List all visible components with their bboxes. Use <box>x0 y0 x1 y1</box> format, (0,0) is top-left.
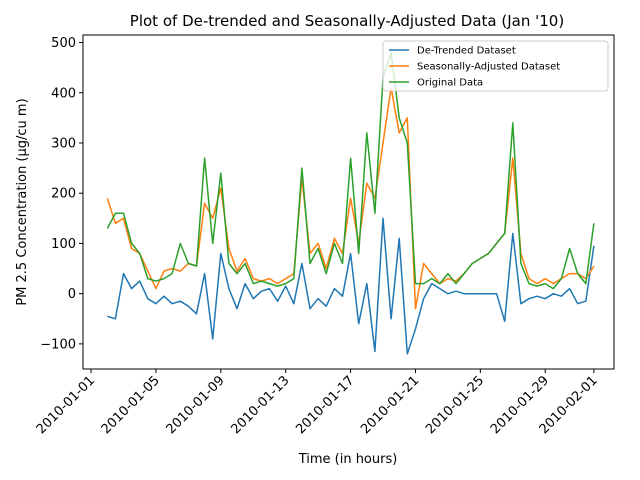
x-tick-label: 2010-01-09 <box>164 373 228 437</box>
chart-title: Plot of De-trended and Seasonally-Adjust… <box>130 12 564 30</box>
x-tick-label: 2010-01-17 <box>293 373 357 437</box>
plot-frame <box>82 34 615 370</box>
y-tick-label: 0 <box>68 287 76 302</box>
x-tick-label: 2010-01-01 <box>34 373 98 437</box>
legend: De-Trended Dataset Seasonally-Adjusted Da… <box>382 40 609 92</box>
series-line-1 <box>107 217 595 355</box>
x-tick-label: 2010-01-13 <box>228 373 292 437</box>
x-tick-label: 2010-01-21 <box>358 373 422 437</box>
y-axis-title: PM 2.5 Concentration (µg/cu m) <box>15 98 30 305</box>
x-tick-label: 2010-01-25 <box>423 373 487 437</box>
legend-box <box>382 40 609 92</box>
y-tick-label: 300 <box>51 136 76 151</box>
legend-label: Seasonally-Adjusted Dataset <box>417 62 560 73</box>
series-line-3 <box>106 51 595 290</box>
y-tick-label: 100 <box>51 237 76 252</box>
series-layer <box>106 51 595 355</box>
x-tick-label: 2010-01-05 <box>99 373 163 437</box>
series-line-2 <box>106 86 595 310</box>
y-tick-label: −100 <box>40 337 76 352</box>
x-axis: 2010-01-01 2010-01-05 2010-01-09 2010-01-13… <box>34 369 601 437</box>
legend-label: De-Trended Dataset <box>417 46 516 57</box>
y-axis: −100 0 100 200 300 400 500 <box>40 36 83 352</box>
y-tick-label: 500 <box>51 36 76 51</box>
x-axis-title: Time (in hours) <box>298 452 398 467</box>
y-tick-label: 400 <box>51 86 76 101</box>
legend-label: Original Data <box>417 78 483 89</box>
y-tick-label: 200 <box>51 187 76 202</box>
